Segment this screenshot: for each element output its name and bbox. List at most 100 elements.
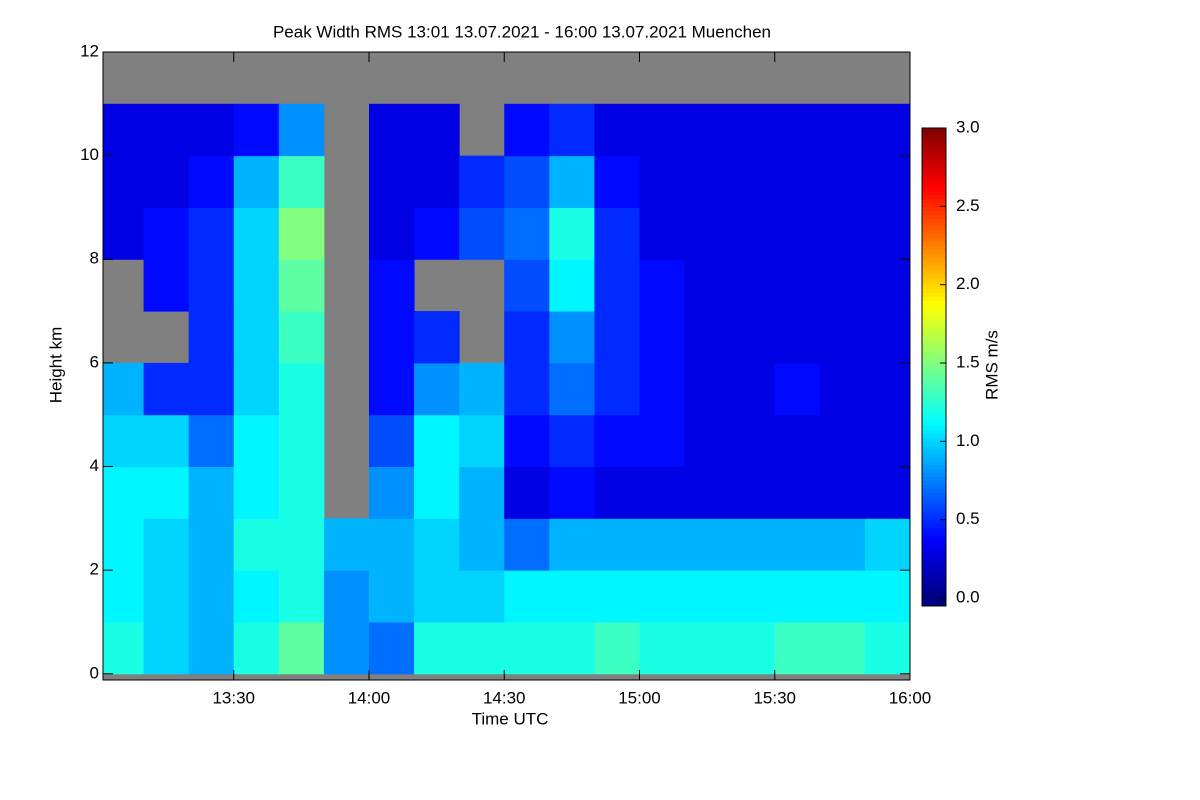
heat-cell — [684, 155, 731, 208]
heat-cell — [864, 570, 911, 623]
colorbar-step — [922, 406, 946, 411]
heat-cell — [414, 155, 460, 208]
heat-cell — [459, 155, 505, 208]
heat-cell — [639, 466, 686, 519]
colorbar-frame — [921, 127, 947, 607]
heat-cell — [549, 311, 595, 364]
colorbar-step — [922, 131, 946, 137]
colorbar-step — [922, 351, 946, 356]
colorbar-step — [922, 276, 946, 282]
colorbar-step — [922, 175, 946, 180]
colorbar-step — [922, 147, 946, 153]
colorbar-step — [922, 417, 946, 423]
heat-cell — [639, 311, 686, 364]
colorbar-step — [922, 425, 946, 431]
heat-cell — [594, 207, 640, 260]
colorbar-step — [922, 504, 946, 509]
heat-cell — [188, 466, 235, 519]
colorbar-step — [922, 394, 946, 399]
heat-cell — [368, 155, 415, 208]
heat-cell — [278, 414, 325, 468]
colorbar-step — [922, 272, 946, 278]
heat-cell — [143, 518, 190, 571]
heat-cell — [594, 155, 640, 208]
heat-cell — [864, 103, 911, 157]
heat-cell — [819, 259, 866, 312]
colorbar-step — [922, 578, 946, 583]
heat-cell — [594, 466, 640, 519]
colorbar-step — [922, 429, 946, 435]
heat-cell — [504, 414, 550, 468]
heat-cell — [414, 414, 460, 468]
heat-cell — [549, 621, 595, 675]
colorbar-step — [922, 128, 946, 133]
heat-cell — [774, 414, 821, 468]
heat-cell — [368, 103, 415, 157]
colorbar-step — [922, 304, 946, 309]
heat-cell — [594, 311, 640, 364]
heat-cell — [103, 414, 145, 468]
colorbar-step — [922, 370, 946, 376]
colorbar-tick-label: 2.0 — [956, 274, 980, 293]
heat-cell — [639, 414, 686, 468]
heat-cell — [594, 621, 640, 675]
heat-cell — [188, 362, 235, 416]
colorbar-step — [922, 476, 946, 482]
heat-cell — [278, 155, 325, 208]
colorbar-step — [922, 288, 946, 294]
colorbar-step — [922, 433, 946, 439]
heat-cell — [459, 466, 505, 519]
heat-cell — [188, 414, 235, 468]
heat-cell — [774, 518, 821, 571]
heat-cell — [278, 311, 325, 364]
colorbar-step — [922, 222, 946, 227]
heat-cell — [729, 155, 776, 208]
colorbar-step — [922, 159, 946, 164]
heat-cell — [549, 155, 595, 208]
heat-cell — [188, 311, 235, 364]
heat-cell — [368, 414, 415, 468]
colorbar-step — [922, 280, 946, 286]
colorbar-step — [922, 237, 946, 243]
heat-cell — [278, 518, 325, 571]
colorbar-step — [922, 229, 946, 235]
heat-cell — [864, 518, 911, 571]
heat-cell — [684, 103, 731, 157]
colorbar-step — [922, 210, 946, 215]
heat-cell — [143, 570, 190, 623]
heat-cell — [819, 570, 866, 623]
heat-cell — [639, 207, 686, 260]
heat-cell — [233, 414, 280, 468]
heat-cell — [233, 103, 280, 157]
heat-cell — [504, 570, 550, 623]
heat-cell — [549, 414, 595, 468]
heat-cell — [729, 621, 776, 675]
heat-cell — [594, 518, 640, 571]
heat-cell — [729, 103, 776, 157]
heat-cell — [368, 570, 415, 623]
heat-cell — [278, 207, 325, 260]
x-tick-label: 15:00 — [618, 688, 661, 707]
heat-cell — [549, 103, 595, 157]
colorbar-step — [922, 206, 946, 211]
heat-cell — [414, 518, 460, 571]
heat-cell — [414, 570, 460, 623]
colorbar-step — [922, 155, 946, 160]
heat-cell — [504, 621, 550, 675]
heat-cell — [278, 103, 325, 157]
colorbar-tick-label: 1.0 — [956, 431, 980, 450]
heat-cell — [504, 466, 550, 519]
x-tick-label: 13:30 — [212, 688, 255, 707]
heat-cell — [414, 362, 460, 416]
heat-cell — [774, 155, 821, 208]
heat-cell — [684, 259, 731, 312]
heat-cell — [414, 466, 460, 519]
y-tick-label: 12 — [80, 41, 99, 60]
heat-cell — [188, 570, 235, 623]
colorbar-step — [922, 194, 946, 200]
heat-cell — [684, 570, 731, 623]
heat-cell — [459, 207, 505, 260]
heat-cell — [729, 570, 776, 623]
y-axis-label: Height km — [46, 327, 65, 404]
